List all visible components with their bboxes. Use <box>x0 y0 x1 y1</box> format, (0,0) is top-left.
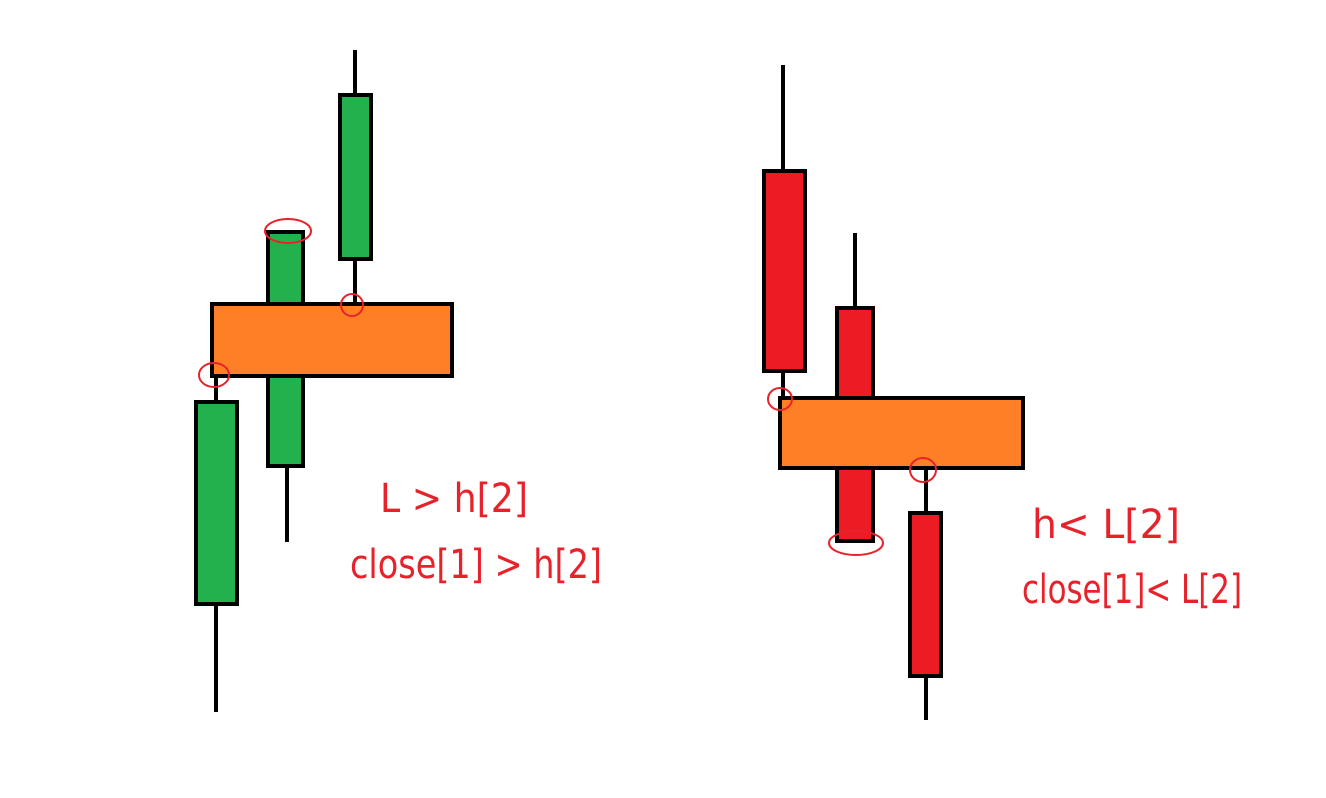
bull-gap-zone <box>210 302 454 378</box>
bull-mark-high-candle-2 <box>264 218 312 244</box>
bull-candle-3 <box>338 50 373 305</box>
bull-mark-high-candle-1 <box>198 362 230 388</box>
bull-condition-1: L > h[2] <box>380 476 528 522</box>
bear-mark-low-candle-1 <box>767 387 793 411</box>
bear-mark-high-candle-3 <box>909 457 937 483</box>
bull-candle-3-body <box>338 93 373 261</box>
bull-candle-1-body <box>194 400 239 606</box>
bear-gap-zone <box>778 396 1025 470</box>
bear-candle-3-body <box>908 511 943 678</box>
bull-candle-1 <box>194 376 239 712</box>
bear-candle-1-body <box>762 169 807 373</box>
bull-condition-2: close[1] > h[2] <box>350 542 602 588</box>
bear-candle-1 <box>762 65 807 400</box>
bear-condition-1: h< L[2] <box>1032 502 1180 548</box>
bull-candle-2 <box>266 230 305 542</box>
bullish-pattern <box>194 50 454 712</box>
bear-candle-2 <box>835 233 875 543</box>
bear-candle-3 <box>908 468 943 720</box>
bear-condition-2: close[1]< L[2] <box>1022 567 1242 613</box>
bull-mark-low-candle-3 <box>340 293 364 317</box>
bear-mark-low-candle-2 <box>828 530 884 556</box>
bearish-pattern <box>762 65 1025 720</box>
